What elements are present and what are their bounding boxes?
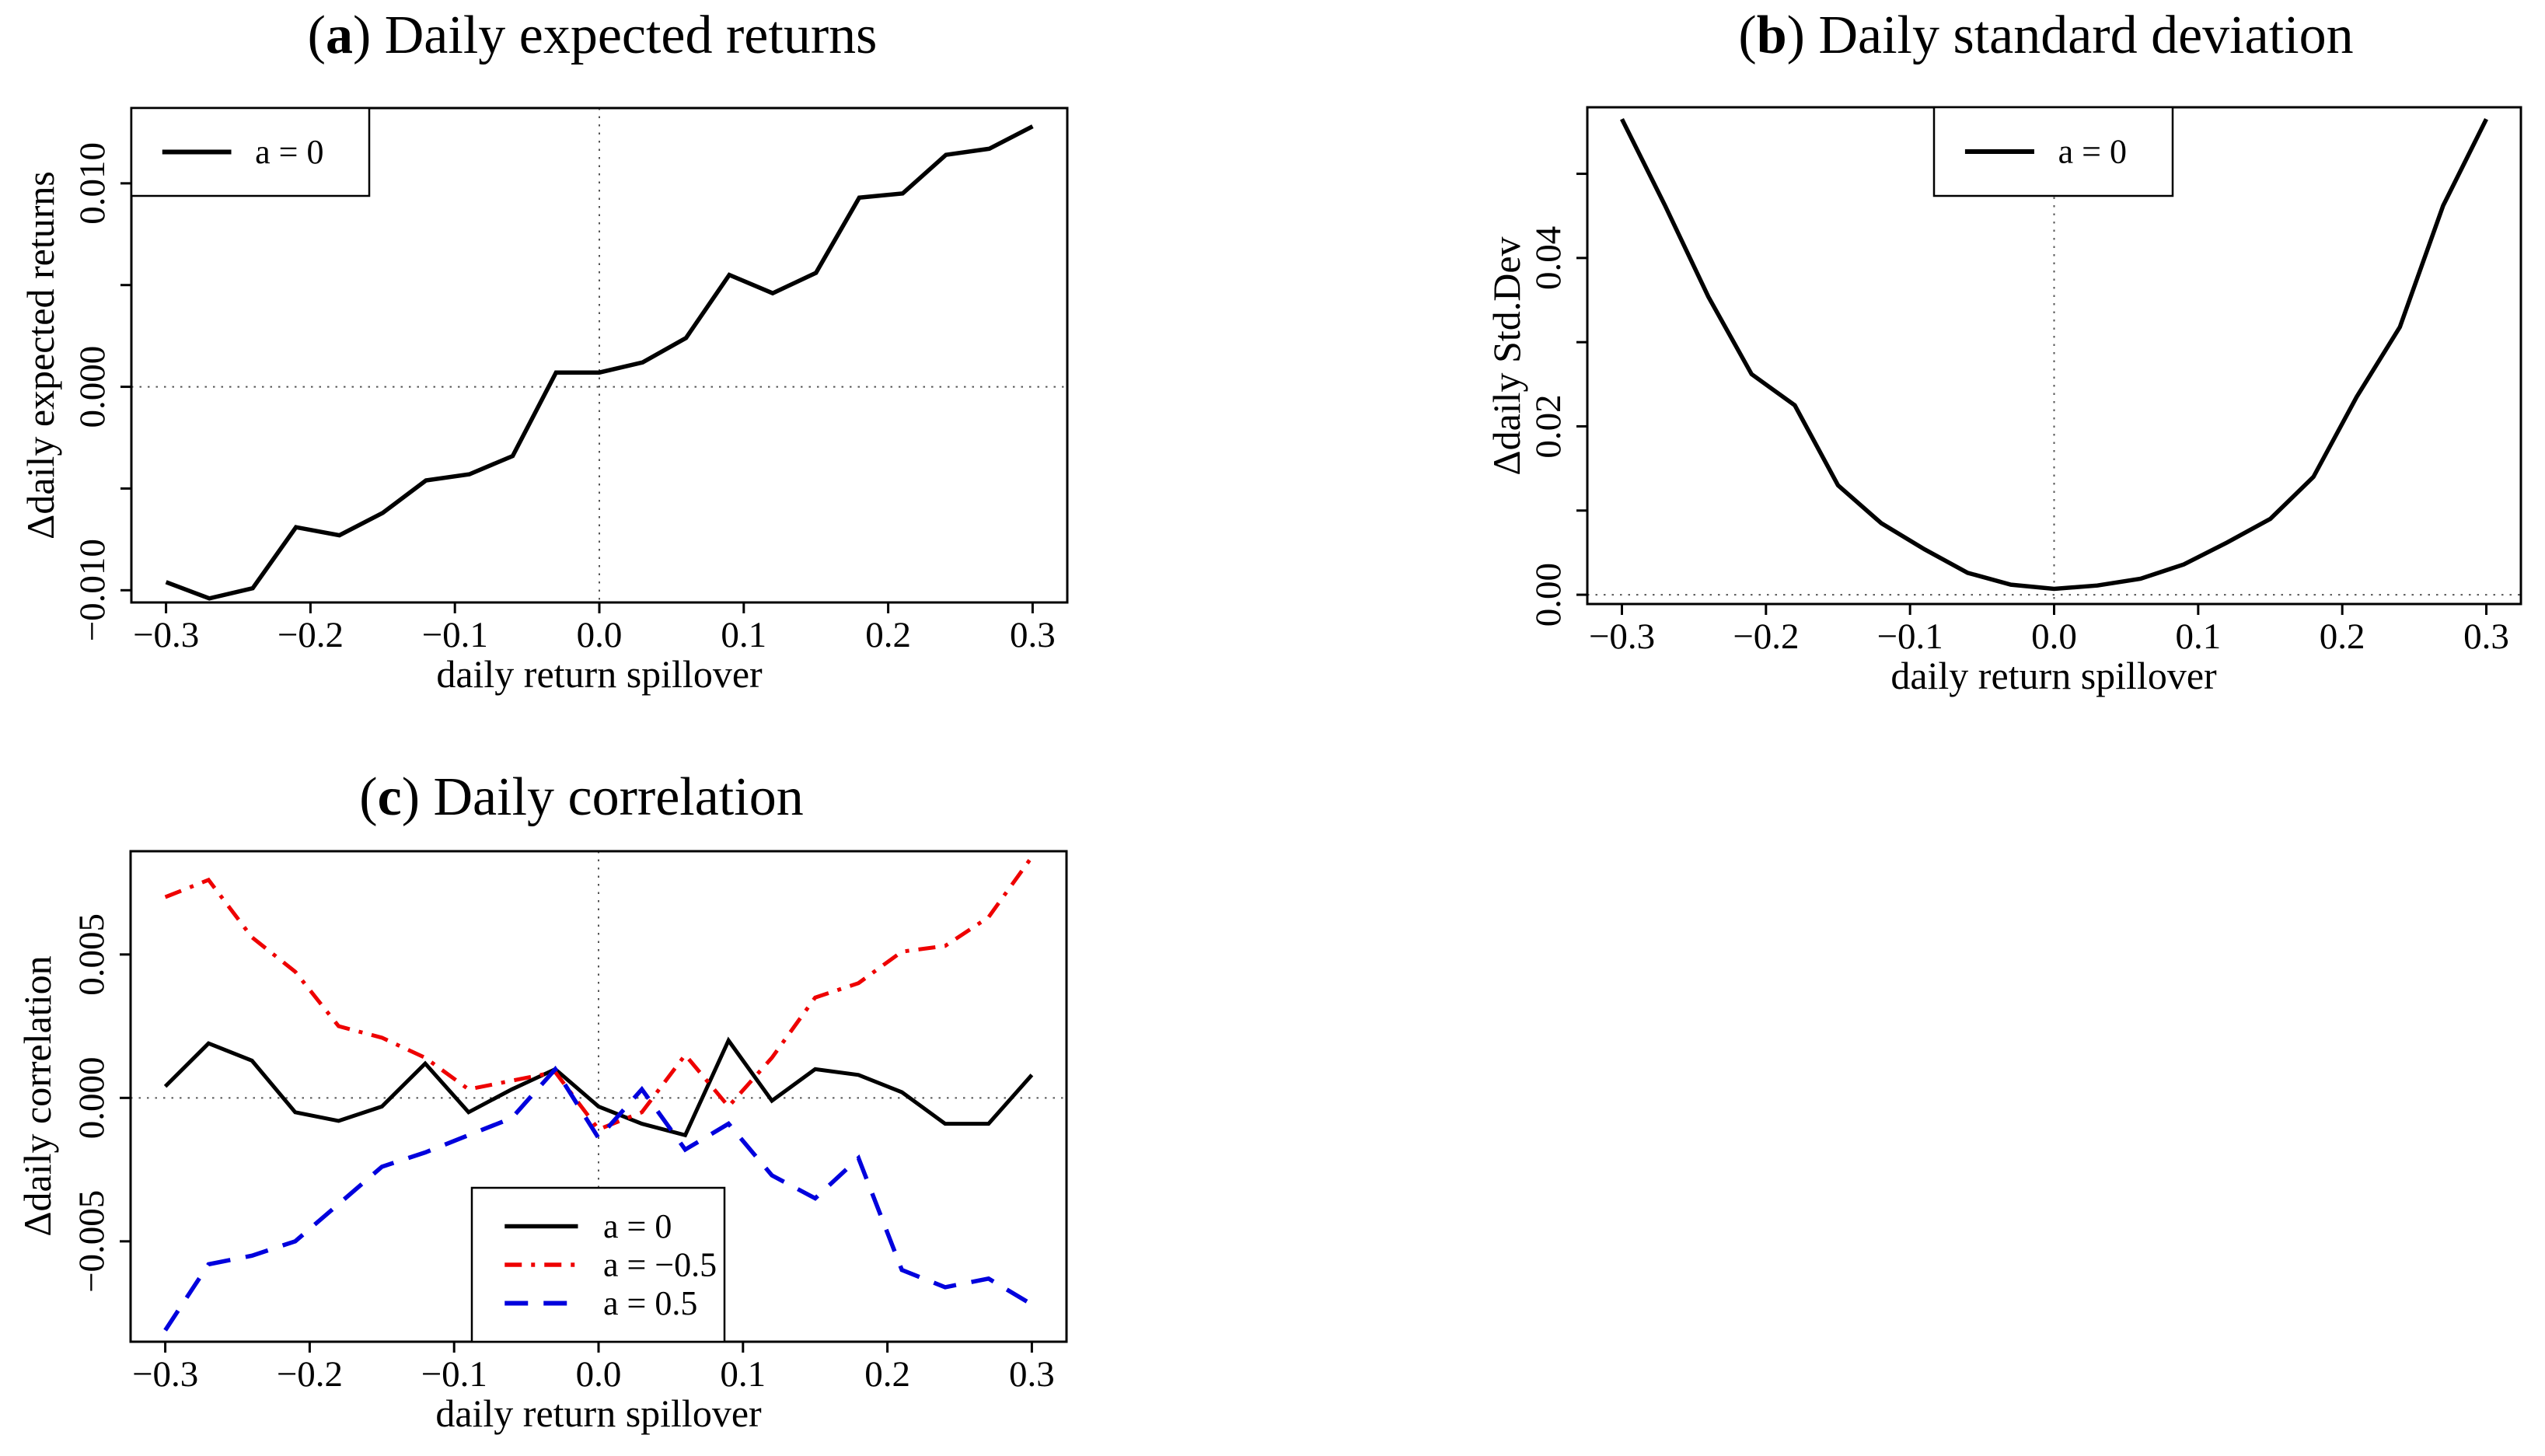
panel-title-part: c <box>378 767 402 827</box>
panel-b: −0.3 −0.2 −0.1 0.0 0.1 0.2 0.3 0.00 0.02 0.04 (b) … <box>1485 5 2522 697</box>
x-tick-label: 0.1 <box>720 1354 766 1395</box>
x-tick-label: −0.3 <box>1589 616 1655 657</box>
x-tick-label: −0.2 <box>277 1354 343 1395</box>
panel-title-part: ( <box>359 767 377 827</box>
x-tick-label: −0.1 <box>1877 616 1943 657</box>
panel-title-part: ( <box>308 5 326 65</box>
x-tick-label: −0.3 <box>133 615 199 655</box>
panel-c: −0.3 −0.2 −0.1 0.0 0.1 0.2 0.3 −0.005 0.000 0.005… <box>16 767 1068 1435</box>
y-axis-label: Δdaily expected returns <box>19 171 62 539</box>
legend: a = 0 <box>130 106 371 197</box>
panel-title-part: b <box>1757 5 1787 65</box>
series-line-c-2 <box>163 1065 1033 1332</box>
legend-entry-label: a = 0 <box>2058 133 2127 171</box>
y-tick-label: 0.00 <box>1528 563 1569 627</box>
x-tick-label: 0.0 <box>576 1354 622 1395</box>
series-line-c-1 <box>164 855 1034 1132</box>
legend-entry-label: a = 0 <box>255 133 323 171</box>
legend: a = 0a = −0.5a = 0.5 <box>470 1186 726 1343</box>
y-tick-label: 0.010 <box>72 142 113 225</box>
legend: a = 0 <box>1932 106 2174 197</box>
x-tick-label: 0.2 <box>864 1354 910 1395</box>
panel-title: (b) Daily standard deviation <box>1738 5 2353 65</box>
x-tick-label: 0.3 <box>1010 615 1056 655</box>
x-tick-label: −0.3 <box>132 1354 198 1395</box>
x-tick-label: −0.2 <box>1733 616 1799 657</box>
panel-title-part: a <box>326 5 353 65</box>
legend-entry-label: a = 0 <box>603 1207 672 1245</box>
x-tick-label: −0.1 <box>421 1354 487 1395</box>
y-tick-label: 0.000 <box>72 1056 112 1139</box>
legend-entry-label: a = 0.5 <box>603 1284 697 1322</box>
series-line-a-0 <box>165 124 1034 601</box>
panel-title: (a) Daily expected returns <box>308 5 878 65</box>
x-tick-label: −0.2 <box>278 615 344 655</box>
y-tick-label: 0.02 <box>1528 394 1569 458</box>
y-tick-label: 0.04 <box>1528 226 1569 290</box>
panel-title-part: ) Daily correlation <box>402 767 804 827</box>
legend-entry-label: a = −0.5 <box>603 1246 717 1284</box>
x-tick-label: 0.3 <box>2463 616 2509 657</box>
panel-title-part: ) Daily standard deviation <box>1787 5 2354 65</box>
y-tick-label: −0.005 <box>72 1190 112 1293</box>
y-axis-label: Δdaily Std.Dev <box>1485 236 1528 475</box>
y-tick-label: −0.010 <box>72 539 113 641</box>
x-axis-label: daily return spillover <box>1890 654 2217 697</box>
x-axis-label: daily return spillover <box>435 1391 762 1435</box>
y-tick-label: 0.005 <box>72 913 112 996</box>
x-axis-label: daily return spillover <box>436 652 763 696</box>
y-axis-label: Δdaily correlation <box>16 955 59 1236</box>
x-tick-label: 0.0 <box>577 615 623 655</box>
x-tick-label: 0.3 <box>1009 1354 1055 1395</box>
x-tick-label: 0.0 <box>2031 616 2077 657</box>
x-tick-label: 0.2 <box>865 615 911 655</box>
series-line-c-0 <box>163 1036 1034 1138</box>
panel-title-part: ) Daily expected returns <box>353 5 877 65</box>
x-tick-label: −0.1 <box>422 615 488 655</box>
panel-a: −0.3 −0.2 −0.1 0.0 0.1 0.2 0.3 −0.010 0.000 0.010… <box>19 5 1069 696</box>
panel-title: (c) Daily correlation <box>359 767 803 827</box>
x-tick-label: 0.2 <box>2320 616 2365 657</box>
panel-title-part: ( <box>1738 5 1756 65</box>
x-tick-label: 0.1 <box>721 615 766 655</box>
y-tick-label: 0.000 <box>72 346 113 428</box>
x-tick-label: 0.1 <box>2175 616 2221 657</box>
series-line-b-0 <box>1620 117 2488 592</box>
